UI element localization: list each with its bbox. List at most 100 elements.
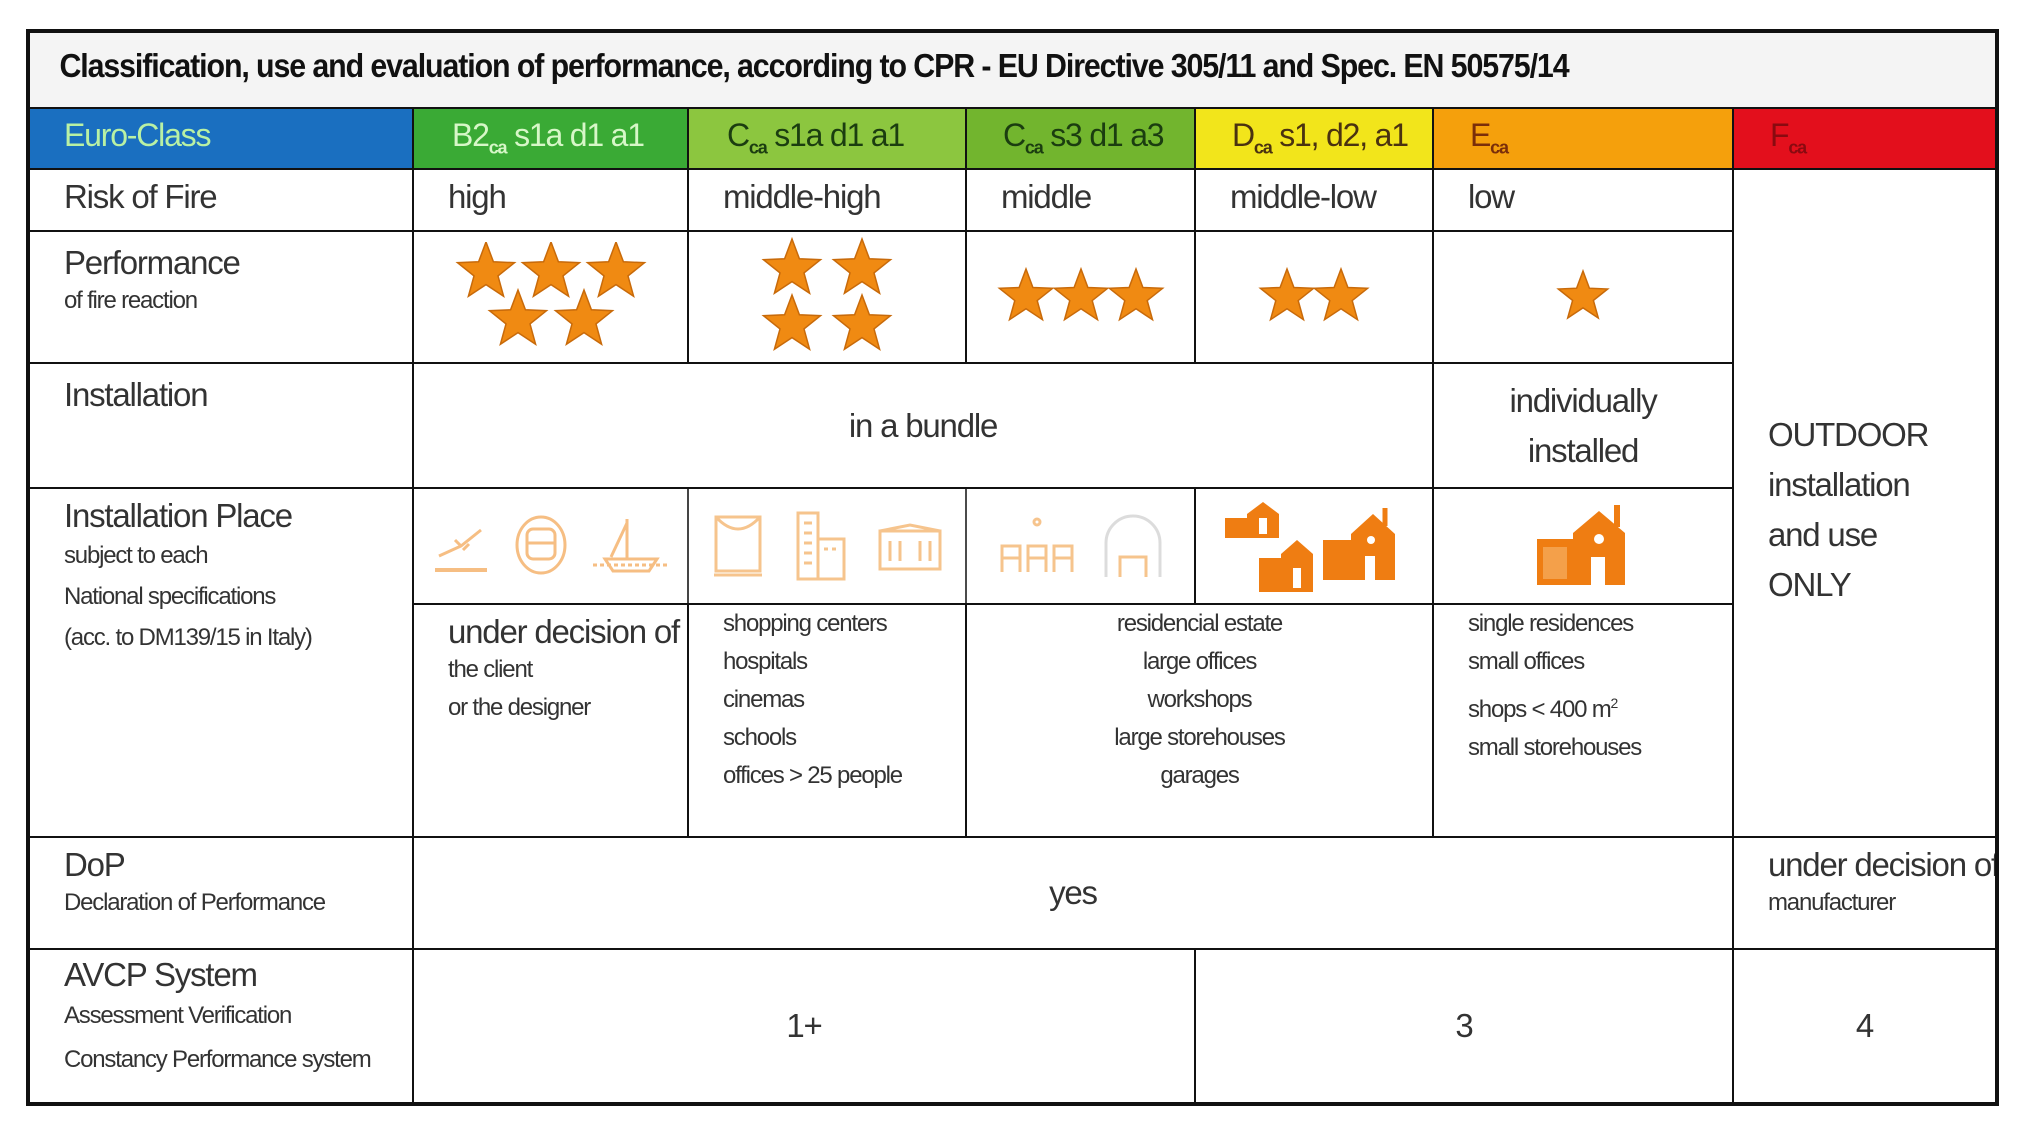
euro-class-label: Euro-Class bbox=[64, 117, 211, 153]
class-sub: ca bbox=[1788, 137, 1807, 158]
dop-label: DoP bbox=[64, 846, 126, 883]
icons-cca-s3 bbox=[965, 487, 1196, 605]
risk-cell: high bbox=[412, 168, 689, 232]
place-item: residencial estate bbox=[1116, 610, 1283, 637]
star-icon bbox=[1258, 267, 1316, 322]
auditorium-seats-icon bbox=[1000, 517, 1073, 572]
dop-value-cell: yes bbox=[412, 836, 1734, 950]
dop-fca-cell: under decision of manufacturer bbox=[1732, 836, 1999, 950]
header-class-eca: Eca bbox=[1432, 107, 1734, 170]
installation-bundle-cell: in a bundle bbox=[412, 362, 1434, 489]
risk-value: middle-low bbox=[1230, 178, 1377, 215]
dop-sublabel: Declaration of Performance bbox=[64, 889, 326, 916]
table-title: Classification, use and evaluation of pe… bbox=[59, 47, 1569, 84]
place-b2ca-line: the client bbox=[448, 656, 533, 683]
place-item: garages bbox=[1160, 762, 1240, 789]
risk-label: Risk of Fire bbox=[64, 178, 218, 215]
star-icon bbox=[454, 242, 517, 299]
dop-fca-sub: manufacturer bbox=[1768, 889, 1896, 916]
header-class-dca: Dca s1, d2, a1 bbox=[1194, 107, 1434, 170]
place-item: small storehouses bbox=[1468, 734, 1642, 761]
place-item: small offices bbox=[1468, 648, 1585, 675]
stars-cell bbox=[965, 230, 1196, 364]
single-house-icon bbox=[1537, 505, 1625, 585]
class-main: C bbox=[1003, 117, 1026, 153]
risk-cell: middle-high bbox=[687, 168, 967, 232]
header-class-b2ca: B2ca s1a d1 a1 bbox=[412, 107, 689, 170]
place-item: single residences bbox=[1468, 610, 1634, 637]
stars-cell bbox=[1194, 230, 1434, 364]
star-icon bbox=[1312, 267, 1370, 322]
stars-1 bbox=[1556, 268, 1610, 320]
avcp-label-cell: AVCP System Assessment Verification Cons… bbox=[26, 948, 414, 1106]
star-icon bbox=[1106, 267, 1165, 322]
icons-b2ca bbox=[412, 487, 689, 605]
avcp-1plus-cell: 1+ bbox=[412, 948, 1196, 1106]
risk-value: middle bbox=[1001, 178, 1092, 215]
outdoor-line: and use bbox=[1768, 516, 1878, 553]
place-sublabel: subject to each bbox=[64, 542, 209, 569]
class-sub: ca bbox=[1490, 137, 1509, 158]
header-class-fca: Fca bbox=[1732, 107, 1999, 170]
star-icon bbox=[1556, 268, 1610, 320]
place-cca-s1a-cell: shopping centers hospitals cinemas schoo… bbox=[687, 603, 967, 838]
theatre-icon bbox=[714, 515, 762, 577]
class-main: E bbox=[1470, 117, 1491, 153]
avcp-4-cell: 4 bbox=[1732, 948, 1999, 1106]
star-icon bbox=[831, 237, 893, 296]
star-icon bbox=[519, 242, 582, 299]
place-item: offices > 25 people bbox=[723, 762, 903, 789]
risk-label-cell: Risk of Fire bbox=[26, 168, 414, 232]
class-main: D bbox=[1232, 117, 1255, 153]
outdoor-line: ONLY bbox=[1768, 566, 1852, 603]
ship-icon bbox=[592, 519, 669, 573]
place-sublabel: (acc. to DM139/15 in Italy) bbox=[64, 624, 313, 651]
star-icon bbox=[584, 242, 647, 299]
installation-individual-line: installed bbox=[1527, 431, 1639, 469]
place-item: hospitals bbox=[723, 648, 808, 675]
risk-cell: middle bbox=[965, 168, 1196, 232]
avcp-sublabel: Assessment Verification bbox=[64, 1002, 292, 1029]
installation-individual-cell: individually installed bbox=[1432, 362, 1734, 489]
dop-label-cell: DoP Declaration of Performance bbox=[26, 836, 414, 950]
outdoor-line: installation bbox=[1768, 466, 1911, 503]
stars-4 bbox=[761, 237, 893, 352]
risk-value: low bbox=[1468, 178, 1515, 215]
stars-cell bbox=[1432, 230, 1734, 364]
superscript: 2 bbox=[1610, 695, 1619, 711]
star-icon bbox=[831, 292, 893, 352]
class-sub: ca bbox=[748, 137, 768, 158]
place-label: Installation Place bbox=[64, 497, 293, 534]
place-sublabel: National specifications bbox=[64, 583, 276, 610]
dop-fca-title: under decision of bbox=[1768, 846, 1999, 883]
place-item: schools bbox=[723, 724, 797, 751]
stars-5 bbox=[454, 242, 647, 347]
header-class-cca-s3: Cca s3 d1 a3 bbox=[965, 107, 1196, 170]
place-cca-s3-dca-cell: residencial estate large offices worksho… bbox=[965, 603, 1434, 838]
avcp-label: AVCP System bbox=[64, 956, 258, 993]
stars-cell bbox=[412, 230, 689, 364]
icons-dca bbox=[1194, 487, 1434, 605]
place-b2ca-title: under decision of bbox=[448, 613, 680, 650]
performance-sublabel: of fire reaction bbox=[64, 287, 198, 314]
star-icon bbox=[552, 287, 615, 347]
outdoor-line: OUTDOOR bbox=[1768, 416, 1929, 453]
place-item-text: shops < 400 m bbox=[1468, 696, 1612, 723]
star-icon bbox=[761, 292, 823, 352]
class-rest: s3 d1 a3 bbox=[1042, 117, 1164, 153]
icons-cca-s1a bbox=[687, 487, 967, 605]
risk-value: high bbox=[448, 178, 507, 215]
office-tower-icon bbox=[796, 511, 846, 581]
avcp-sublabel: Constancy Performance system bbox=[64, 1046, 372, 1073]
class-sub: ca bbox=[1024, 137, 1044, 158]
performance-label: Performance bbox=[64, 244, 241, 281]
risk-value: middle-high bbox=[723, 178, 882, 215]
header-class-cca-s1a: Cca s1a d1 a1 bbox=[687, 107, 967, 170]
place-b2ca-line: or the designer bbox=[448, 694, 591, 721]
arched-hall-icon bbox=[1104, 514, 1161, 577]
place-item: large offices bbox=[1142, 648, 1258, 675]
class-main: F bbox=[1770, 117, 1790, 153]
installation-bundle: in a bundle bbox=[848, 406, 998, 444]
place-item: workshops bbox=[1147, 686, 1253, 713]
place-item: shops < 400 m2 bbox=[1468, 684, 1732, 729]
